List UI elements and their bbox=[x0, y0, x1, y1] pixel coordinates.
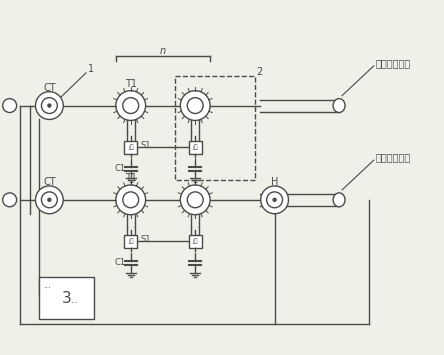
Circle shape bbox=[3, 99, 16, 113]
Circle shape bbox=[48, 198, 51, 201]
Ellipse shape bbox=[333, 193, 345, 207]
Text: J断: J断 bbox=[128, 239, 134, 244]
Circle shape bbox=[36, 186, 63, 214]
Circle shape bbox=[180, 91, 210, 120]
Circle shape bbox=[267, 192, 282, 208]
Bar bbox=[175, 76, 255, 180]
Bar bbox=[189, 141, 202, 154]
Text: J断: J断 bbox=[192, 239, 198, 244]
Circle shape bbox=[187, 192, 203, 208]
Text: C1: C1 bbox=[115, 258, 126, 267]
Text: 1: 1 bbox=[88, 64, 94, 74]
Text: H: H bbox=[271, 177, 278, 187]
Text: 2: 2 bbox=[257, 67, 263, 77]
Circle shape bbox=[3, 193, 16, 207]
Text: ...: ... bbox=[44, 281, 52, 290]
Circle shape bbox=[48, 104, 51, 107]
Circle shape bbox=[41, 192, 57, 208]
Ellipse shape bbox=[333, 99, 345, 113]
Circle shape bbox=[273, 198, 276, 201]
Circle shape bbox=[187, 98, 203, 114]
Circle shape bbox=[261, 186, 289, 214]
Text: J断: J断 bbox=[192, 144, 198, 150]
Text: T1: T1 bbox=[125, 173, 137, 183]
Circle shape bbox=[116, 185, 146, 215]
Text: ...: ... bbox=[158, 99, 169, 109]
Text: J断: J断 bbox=[128, 144, 134, 150]
Text: C1: C1 bbox=[115, 164, 126, 173]
Text: CT: CT bbox=[43, 177, 56, 187]
Text: S1: S1 bbox=[141, 141, 151, 150]
Bar bbox=[124, 141, 137, 154]
Text: CT: CT bbox=[43, 83, 56, 93]
Circle shape bbox=[180, 185, 210, 215]
Circle shape bbox=[123, 192, 139, 208]
Circle shape bbox=[123, 98, 139, 114]
Circle shape bbox=[116, 91, 146, 120]
Text: ...: ... bbox=[151, 235, 159, 244]
Text: 第二电缆线路: 第二电缆线路 bbox=[376, 152, 411, 162]
Text: S1: S1 bbox=[141, 235, 151, 244]
Text: 第一电缆线路: 第一电缆线路 bbox=[376, 58, 411, 68]
Text: ...: ... bbox=[151, 141, 159, 150]
Bar bbox=[189, 235, 202, 248]
Text: T1: T1 bbox=[125, 79, 137, 89]
Circle shape bbox=[36, 92, 63, 120]
Text: n: n bbox=[160, 46, 166, 56]
Bar bbox=[124, 235, 137, 248]
Circle shape bbox=[41, 98, 57, 114]
Text: 3: 3 bbox=[61, 290, 71, 306]
Text: ...: ... bbox=[70, 296, 78, 305]
Text: ...: ... bbox=[158, 193, 169, 203]
Bar bbox=[40, 277, 94, 319]
